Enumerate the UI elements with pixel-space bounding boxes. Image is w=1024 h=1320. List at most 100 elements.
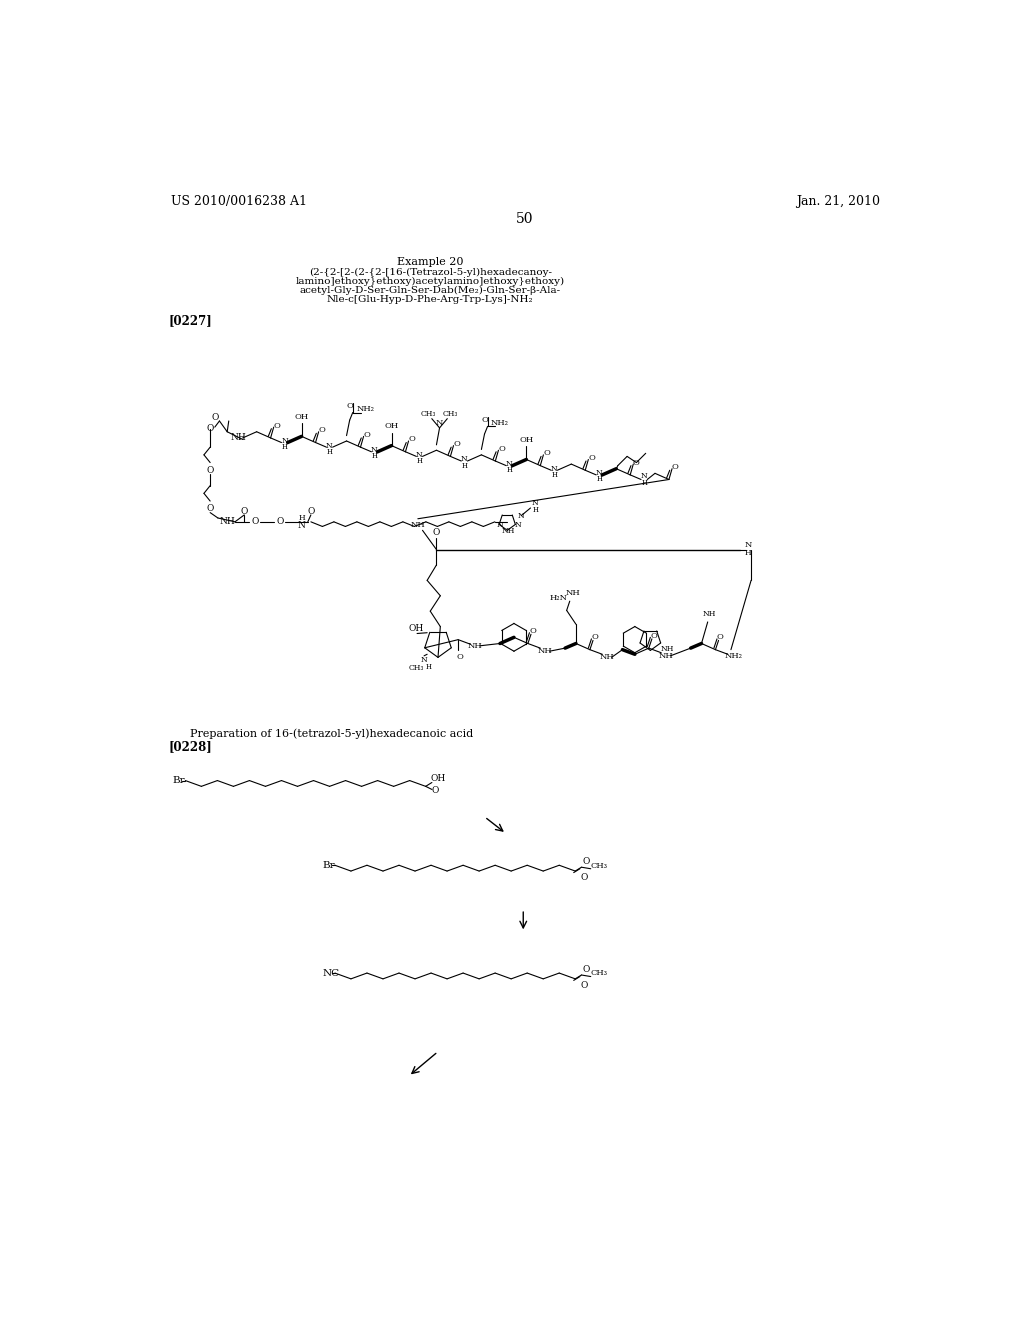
- Text: N: N: [596, 470, 602, 478]
- Text: O: O: [207, 466, 214, 475]
- Text: NH: NH: [565, 590, 581, 598]
- Text: OH: OH: [384, 422, 398, 430]
- Text: NC: NC: [323, 969, 340, 978]
- Text: N: N: [421, 656, 427, 664]
- Text: H: H: [417, 457, 423, 465]
- Text: N: N: [461, 455, 468, 463]
- Text: NH: NH: [660, 645, 674, 653]
- Text: H: H: [298, 513, 305, 521]
- Text: NH: NH: [230, 433, 246, 442]
- Text: N: N: [518, 512, 524, 520]
- Text: O: O: [633, 458, 640, 466]
- Text: OH: OH: [519, 436, 534, 445]
- Text: Br: Br: [323, 861, 335, 870]
- Text: O: O: [207, 424, 214, 433]
- Text: NH: NH: [600, 653, 614, 661]
- Text: OH: OH: [295, 413, 308, 421]
- Text: O: O: [252, 517, 259, 527]
- Text: CH₃: CH₃: [421, 411, 436, 418]
- Text: H: H: [641, 479, 647, 487]
- Text: [0228]: [0228]: [168, 741, 212, 754]
- Text: O: O: [346, 403, 353, 411]
- Text: H: H: [282, 444, 288, 451]
- Text: H: H: [462, 462, 467, 470]
- Text: H: H: [426, 663, 432, 671]
- Text: O: O: [318, 426, 326, 434]
- Text: H: H: [372, 453, 378, 461]
- Text: O: O: [717, 634, 724, 642]
- Text: N: N: [416, 451, 423, 459]
- Text: H: H: [327, 447, 333, 455]
- Text: [0227]: [0227]: [168, 314, 212, 327]
- Text: N: N: [641, 473, 647, 480]
- Text: acetyl-Gly-D-Ser-Gln-Ser-Dab(Me₂)-Gln-Ser-β-Ala-: acetyl-Gly-D-Ser-Gln-Ser-Dab(Me₂)-Gln-Se…: [300, 286, 561, 296]
- Text: O: O: [498, 445, 505, 453]
- Text: NH: NH: [502, 527, 515, 535]
- Text: O: O: [581, 981, 588, 990]
- Text: O: O: [211, 413, 218, 422]
- Text: O: O: [588, 454, 595, 462]
- Text: N: N: [326, 442, 333, 450]
- Text: NH: NH: [702, 610, 716, 618]
- Text: H: H: [551, 471, 557, 479]
- Text: NH: NH: [219, 517, 236, 527]
- Text: H: H: [506, 466, 512, 474]
- Text: (2-{2-[2-(2-{2-[16-(Tetrazol-5-yl)hexadecanoy-: (2-{2-[2-(2-{2-[16-(Tetrazol-5-yl)hexade…: [309, 268, 552, 277]
- Text: O: O: [583, 965, 590, 974]
- Text: N: N: [551, 465, 558, 473]
- Text: H: H: [596, 475, 602, 483]
- Text: NH: NH: [538, 647, 552, 655]
- Text: Jan. 21, 2010: Jan. 21, 2010: [796, 195, 880, 209]
- Text: N: N: [497, 521, 503, 529]
- Text: N: N: [371, 446, 378, 454]
- Text: O: O: [529, 627, 536, 635]
- Text: 50: 50: [516, 213, 534, 226]
- Text: Nle-c[Glu-Hyp-D-Phe-Arg-Trp-Lys]-NH₂: Nle-c[Glu-Hyp-D-Phe-Arg-Trp-Lys]-NH₂: [327, 296, 534, 305]
- Text: O: O: [583, 857, 590, 866]
- Text: O: O: [543, 449, 550, 457]
- Text: O: O: [591, 634, 598, 642]
- Text: O: O: [207, 504, 214, 513]
- Text: N: N: [506, 461, 513, 469]
- Text: O: O: [364, 430, 370, 438]
- Text: O: O: [672, 463, 679, 471]
- Text: H: H: [532, 506, 539, 513]
- Text: Preparation of 16-(tetrazol-5-yl)hexadecanoic acid: Preparation of 16-(tetrazol-5-yl)hexadec…: [190, 729, 473, 739]
- Text: NH₂: NH₂: [490, 420, 509, 428]
- Text: NH: NH: [658, 652, 673, 660]
- Text: NH: NH: [411, 521, 425, 529]
- Text: Br: Br: [173, 776, 185, 785]
- Text: O: O: [241, 507, 248, 516]
- Text: NH₂: NH₂: [725, 652, 743, 660]
- Text: CH₃: CH₃: [590, 862, 607, 870]
- Text: O: O: [433, 528, 440, 537]
- Text: Example 20: Example 20: [397, 257, 464, 267]
- Text: lamino]ethoxy}ethoxy)acetylamino]ethoxy}ethoxy): lamino]ethoxy}ethoxy)acetylamino]ethoxy}…: [296, 277, 565, 286]
- Text: H₂N: H₂N: [550, 594, 568, 602]
- Text: OH: OH: [430, 774, 445, 783]
- Text: O: O: [276, 517, 284, 527]
- Text: O: O: [581, 873, 588, 882]
- Text: NH: NH: [468, 642, 482, 649]
- Text: N: N: [744, 541, 752, 549]
- Text: US 2010/0016238 A1: US 2010/0016238 A1: [171, 195, 306, 209]
- Text: N: N: [531, 499, 539, 507]
- Text: O: O: [650, 632, 656, 640]
- Text: O: O: [457, 652, 463, 660]
- Text: N: N: [298, 521, 305, 531]
- Text: NH₂: NH₂: [356, 405, 374, 413]
- Text: O: O: [431, 787, 438, 796]
- Text: N: N: [436, 418, 443, 426]
- Text: O: O: [454, 440, 460, 447]
- Text: CH₃: CH₃: [442, 411, 458, 418]
- Text: OH: OH: [409, 623, 424, 632]
- Text: H: H: [744, 549, 752, 557]
- Text: O: O: [307, 507, 314, 516]
- Text: CH₃: CH₃: [590, 969, 607, 978]
- Text: N: N: [515, 521, 521, 529]
- Text: N: N: [282, 437, 288, 445]
- Text: O: O: [481, 416, 488, 424]
- Text: CH₃: CH₃: [409, 664, 424, 672]
- Text: O: O: [273, 421, 281, 429]
- Text: O: O: [409, 436, 415, 444]
